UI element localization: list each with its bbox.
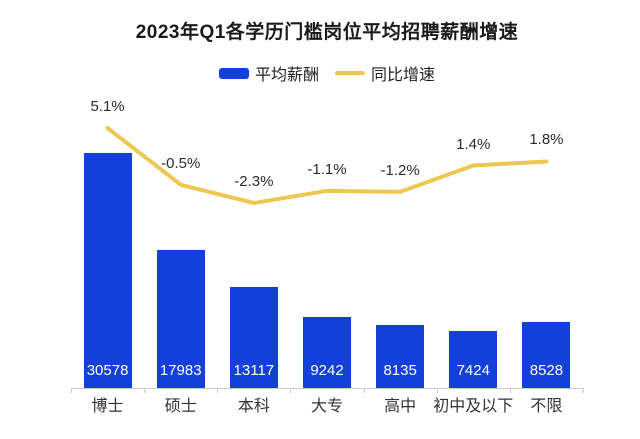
x-axis-label: 本科: [237, 398, 270, 415]
bar-value-label: 9242: [310, 362, 344, 379]
x-axis-label: 大专: [310, 398, 343, 415]
x-axis-label: 不限: [530, 398, 563, 415]
bar-value-label: 30578: [86, 362, 129, 379]
x-axis-tick: [363, 388, 365, 393]
x-axis-tick: [71, 388, 72, 393]
x-axis-line: [71, 388, 583, 389]
x-axis-tick: [509, 388, 511, 393]
x-axis-label: 高中: [384, 398, 417, 415]
x-axis-tick: [217, 388, 219, 393]
legend-label-yoy-growth: 同比增速: [371, 67, 436, 84]
legend: 平均薪酬 同比增速: [14, 61, 640, 85]
line-value-label: 1.8%: [529, 131, 564, 149]
bar-本科: [229, 287, 278, 388]
x-axis-label: 初中及以下: [433, 398, 514, 415]
x-axis-tick: [583, 388, 584, 393]
bar-初中及以下: [449, 330, 498, 388]
line-series-swatch-icon: [335, 71, 365, 75]
line-value-label: 5.1%: [90, 98, 125, 115]
line-value-label: -2.3%: [234, 173, 274, 190]
bar-value-label: 13117: [233, 362, 275, 379]
line-value-label: -1.2%: [380, 161, 420, 179]
bar-value-label: 8135: [383, 362, 417, 379]
bar-博士: [83, 153, 132, 388]
x-axis-label: 博士: [91, 398, 124, 415]
bar-硕士: [156, 249, 205, 388]
x-axis-tick: [290, 388, 292, 393]
bar-大专: [303, 316, 351, 388]
x-axis-tick: [436, 388, 438, 393]
line-value-label: -1.1%: [307, 160, 347, 178]
legend-item-avg-salary: 平均薪酬: [218, 61, 319, 85]
bar-value-label: 17983: [159, 362, 202, 379]
x-axis-tick: [144, 388, 146, 393]
bar-value-label: 8528: [529, 362, 564, 379]
bar-value-label: 7424: [456, 362, 490, 379]
legend-item-yoy-growth: 同比增速: [335, 61, 435, 85]
line-value-label: 1.4%: [456, 135, 491, 153]
x-axis-label: 硕士: [164, 398, 197, 415]
bar-series-swatch-icon: [218, 67, 249, 79]
legend-label-avg-salary: 平均薪酬: [254, 67, 319, 84]
bar-高中: [376, 325, 425, 388]
line-value-label: -0.5%: [161, 154, 201, 172]
bar-不限: [522, 322, 571, 388]
chart-title: 2023年Q1各学历门槛岗位平均招聘薪酬增速: [135, 22, 519, 43]
